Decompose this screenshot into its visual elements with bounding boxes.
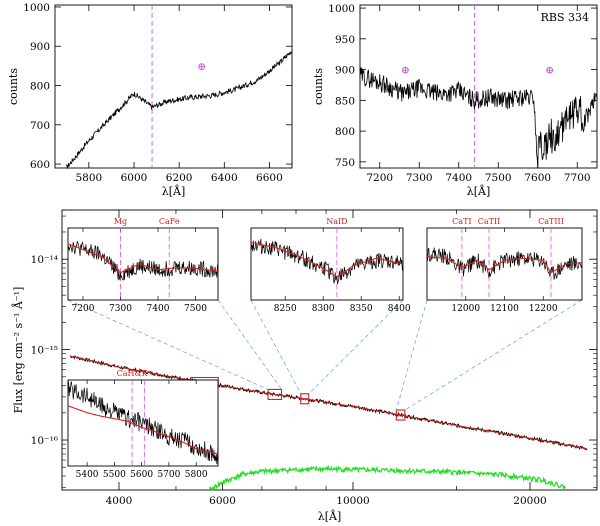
inset-model-line [67, 405, 219, 455]
panel-top-right: 7200 7300 7400 7500 7600 7700 750 800 850 900 950 1… [312, 3, 598, 198]
inset-frame [67, 379, 219, 467]
y-tick-label: 1000 [23, 2, 50, 14]
telluric-marker: ⊕ [197, 61, 206, 73]
line-label: CaTII [478, 217, 501, 226]
x-tick-label: 8350 [350, 304, 373, 314]
x-tick-label: 8300 [312, 304, 335, 314]
inset-observed-line [426, 247, 583, 280]
line-label: CaH&K [117, 369, 149, 378]
y-tick-label: 900 [30, 41, 50, 53]
x-axis-label: λ[Å] [162, 184, 186, 198]
zoom-box [300, 393, 310, 405]
telluric-marker: ⊕ [401, 65, 410, 77]
error-spectrum-line [208, 464, 566, 492]
y-tick-label: 10⁻¹⁴ [31, 254, 58, 266]
inset-frame [426, 227, 583, 301]
telluric-marker: ⊕ [545, 65, 554, 77]
x-tick-label: 20000 [513, 495, 546, 507]
inset-inset-4: 5400 5500 5600 5700 5800 CaH&K [67, 369, 219, 480]
inset-model-line [427, 256, 582, 274]
inset-model-line [67, 243, 219, 274]
x-tick-label: 7300 [109, 304, 132, 314]
spectrum-line [65, 50, 293, 170]
inset-inset-3: 12000 12100 12200 CaTI CaTII CaTIII [426, 217, 583, 314]
y-tick-label: 10⁻¹⁶ [31, 435, 58, 447]
line-label: CaTIII [538, 217, 564, 226]
y-tick-label: 700 [30, 120, 50, 132]
plot-frame [54, 4, 293, 169]
x-tick-label: 8250 [274, 304, 297, 314]
y-axis-label: counts [312, 68, 325, 105]
x-tick-label: 10000 [336, 495, 369, 507]
connector-line [67, 299, 269, 390]
model-spectrum-line [69, 355, 588, 450]
y-tick-label: 10⁻¹⁵ [31, 345, 58, 357]
x-tick-label: 5800 [185, 470, 208, 480]
x-tick-label: 7200 [366, 172, 393, 184]
y-tick-label: 900 [335, 65, 355, 77]
x-tick-label: 7200 [72, 304, 95, 314]
observed-spectrum-line [69, 354, 588, 451]
line-label: CaTI [452, 217, 471, 226]
x-tick-label: 6200 [166, 172, 193, 184]
line-label: NaID [326, 217, 347, 226]
inset-observed-line [67, 241, 219, 281]
y-tick-label: 750 [335, 157, 355, 169]
x-tick-label: 12100 [490, 304, 519, 314]
x-tick-label: 7600 [524, 172, 551, 184]
x-tick-label: 5500 [103, 470, 126, 480]
x-tick-label: 5600 [130, 470, 153, 480]
connector-line [217, 299, 282, 390]
connector-line [308, 299, 404, 395]
line-label: CaFe [159, 217, 180, 226]
spectrum-line [359, 67, 598, 169]
panel-top-left: 5800 6000 6200 6400 6600 600 700 800 900 1000 ⊕ λ[Å… [7, 2, 293, 198]
y-tick-label: 950 [335, 34, 355, 46]
zoom-box [395, 409, 406, 421]
x-tick-label: 6000 [209, 495, 236, 507]
y-tick-label: 800 [30, 81, 50, 93]
x-axis-label: λ[Å] [318, 509, 342, 523]
inset-inset-2: 8250 8300 8350 8400 NaID [250, 217, 411, 314]
x-tick-label: 7300 [406, 172, 433, 184]
zoom-box [267, 388, 283, 400]
connector-line [250, 299, 302, 394]
x-tick-label: 7500 [184, 304, 207, 314]
x-tick-label: 6000 [121, 172, 148, 184]
x-tick-label: 8400 [388, 304, 411, 314]
inset-frame [250, 227, 404, 301]
connector-line [404, 299, 583, 411]
x-tick-label: 12200 [529, 304, 558, 314]
x-axis-label: λ[Å] [467, 184, 491, 198]
y-axis-label: Flux [erg cm⁻² s⁻¹ Å⁻¹] [11, 287, 25, 414]
x-tick-label: 6600 [256, 172, 283, 184]
x-tick-label: 7500 [485, 172, 512, 184]
panel-title: RBS 334 [541, 11, 589, 24]
y-tick-label: 1000 [328, 3, 355, 15]
x-tick-label: 4000 [106, 495, 133, 507]
y-tick-label: 600 [30, 159, 50, 171]
connector-line [395, 299, 428, 411]
y-tick-label: 850 [335, 95, 355, 107]
inset-observed-line [250, 238, 404, 285]
plot-frame [359, 4, 598, 169]
line-label: Mg [114, 217, 127, 226]
x-tick-label: 5700 [157, 470, 180, 480]
inset-model-line [250, 241, 404, 278]
x-tick-label: 5400 [76, 470, 99, 480]
x-tick-label: 6400 [211, 172, 238, 184]
x-tick-label: 5800 [75, 172, 102, 184]
y-axis-label: counts [7, 68, 20, 105]
x-tick-label: 7400 [445, 172, 472, 184]
x-tick-label: 12000 [451, 304, 480, 314]
x-tick-label: 7400 [147, 304, 170, 314]
y-tick-label: 800 [335, 126, 355, 138]
x-tick-label: 7700 [564, 172, 591, 184]
inset-inset-1: 7200 7300 7400 7500 Mg CaFe [67, 217, 219, 314]
